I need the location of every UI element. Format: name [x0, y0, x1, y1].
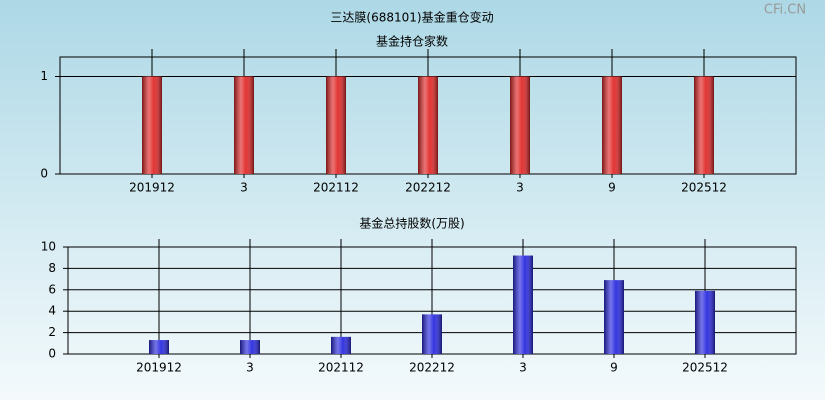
y-tick-label: 6	[48, 282, 56, 296]
bar-shading	[695, 290, 715, 354]
x-tick-label: 201912	[136, 361, 182, 375]
chart-subtitle: 基金持仓家数	[376, 34, 448, 49]
y-tick-label: 2	[48, 325, 56, 339]
y-tick-label: 1	[40, 69, 48, 83]
x-tick-label: 202512	[681, 181, 727, 195]
y-tick-label: 0	[48, 347, 56, 361]
x-tick-label: 201912	[129, 181, 175, 195]
bar-shading	[418, 76, 438, 174]
x-tick-label: 9	[610, 361, 618, 375]
watermark: CFi.CN	[764, 3, 806, 18]
x-tick-label: 202212	[409, 361, 455, 375]
bar-shading	[513, 255, 533, 354]
bar-shading	[331, 336, 351, 354]
x-tick-label: 3	[240, 181, 248, 195]
x-tick-label: 3	[246, 361, 254, 375]
bar-shading	[510, 76, 530, 174]
y-tick-label: 10	[41, 240, 56, 254]
x-tick-label: 3	[516, 181, 524, 195]
bar-shading	[149, 340, 169, 354]
x-tick-label: 9	[608, 181, 616, 195]
bar-shading	[234, 76, 254, 174]
x-tick-label: 202112	[318, 361, 364, 375]
y-tick-label: 0	[40, 167, 48, 181]
chart-subtitle: 基金总持股数(万股)	[359, 216, 464, 231]
bar-shading	[694, 76, 714, 174]
x-tick-label: 202112	[313, 181, 359, 195]
x-tick-label: 202512	[682, 361, 728, 375]
x-tick-label: 3	[519, 361, 527, 375]
bar-shading	[326, 76, 346, 174]
bar-shading	[422, 314, 442, 354]
bar-shading	[142, 76, 162, 174]
bar-shading	[240, 340, 260, 354]
y-tick-label: 8	[48, 261, 56, 275]
bar-shading	[604, 280, 624, 354]
y-tick-label: 4	[48, 304, 56, 318]
chart-title: 三达膜(688101)基金重仓变动	[330, 10, 493, 25]
x-tick-label: 202212	[405, 181, 451, 195]
bar-shading	[602, 76, 622, 174]
